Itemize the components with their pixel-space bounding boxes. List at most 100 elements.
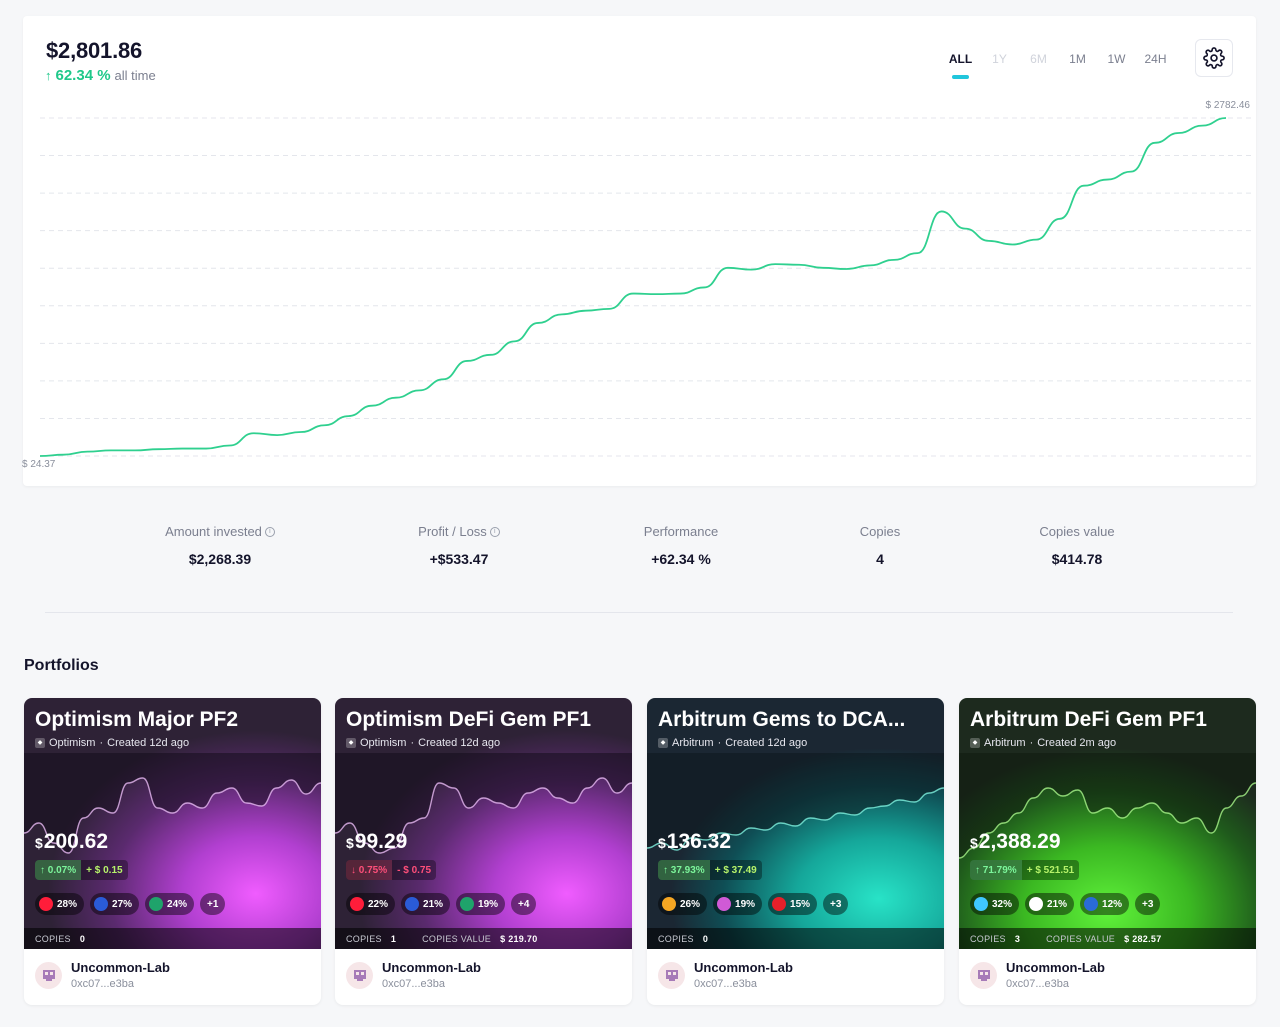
stat-profit-loss: Profit / Loss i +$533.47 [359, 523, 559, 567]
sparkline-area [959, 753, 1256, 858]
range-tab-24h[interactable]: 24H [1144, 52, 1167, 66]
portfolio-card[interactable]: Optimism DeFi Gem PF1 ◆ Optimism · Creat… [335, 698, 632, 1005]
copies-count: 0 [702, 933, 709, 944]
stat-title: Copies value [1039, 524, 1115, 539]
copies-label: COPIES [346, 933, 382, 944]
copies-bar: COPIES 3 COPIES VALUE $ 282.57 [959, 928, 1256, 949]
growth-label: all time [114, 68, 156, 83]
copies-label: COPIES [658, 933, 694, 944]
currency-symbol: $ [35, 835, 43, 851]
token-weight: 19% [735, 898, 756, 910]
range-tab-1m[interactable]: 1M [1069, 52, 1086, 66]
owner-name: Uncommon-Lab [71, 960, 170, 975]
info-icon[interactable]: i [489, 526, 500, 537]
more-tokens[interactable]: +4 [511, 893, 537, 915]
stat-title: Amount invested [165, 524, 262, 539]
chain-name: Arbitrum [984, 737, 1026, 749]
portfolio-owner[interactable]: Uncommon-Lab 0xc07...e3ba [346, 960, 481, 990]
robot-avatar-icon [977, 970, 990, 981]
chain-icon: ◆ [970, 738, 980, 748]
portfolio-card[interactable]: Arbitrum Gems to DCA... ◆ Arbitrum · Cre… [647, 698, 944, 1005]
portfolio-card[interactable]: Optimism Major PF2 ◆ Optimism · Created … [24, 698, 321, 1005]
portfolio-value: $2,388.29 [970, 830, 1061, 854]
token-chip: 12% [1080, 893, 1130, 915]
range-tab-all[interactable]: ALL [941, 49, 980, 79]
token-icon [405, 897, 420, 911]
copies-count: 1 [390, 933, 397, 944]
stat-performance: Performance +62.34 % [581, 523, 781, 567]
more-tokens[interactable]: +3 [823, 893, 849, 915]
token-icon [1029, 897, 1044, 911]
portfolio-sparkline [335, 753, 632, 854]
stat-copies: Copies 4 [780, 523, 980, 567]
token-weight: 12% [1102, 898, 1123, 910]
portfolio-meta: ◆ Optimism · Created 12d ago [346, 737, 500, 749]
avatar [970, 961, 997, 989]
change-percent: ↑ 0.07% [35, 860, 82, 880]
portfolio-owner[interactable]: Uncommon-Lab 0xc07...e3ba [658, 960, 793, 990]
owner-name: Uncommon-Lab [1006, 960, 1105, 975]
sparkline-area [335, 753, 632, 853]
stat-value: $2,268.39 [188, 551, 252, 567]
token-weight: 24% [167, 898, 188, 910]
portfolio-name: Optimism DeFi Gem PF1 [346, 708, 592, 731]
info-icon[interactable]: i [264, 526, 275, 537]
stat-title: Profit / Loss [418, 524, 487, 539]
total-value: $2,801.86 [46, 38, 143, 63]
token-weight: 15% [790, 898, 811, 910]
copies-label: COPIES [35, 933, 71, 944]
token-weight: 28% [57, 898, 78, 910]
stat-copies-value: Copies value $414.78 [977, 523, 1177, 567]
created-date: Created 12d ago [725, 737, 808, 749]
change-badge: ↑ 71.79% + $ 521.51 [970, 860, 1080, 880]
token-chip: 28% [35, 893, 85, 915]
portfolio-meta: ◆ Arbitrum · Created 2m ago [970, 737, 1116, 749]
portfolio-name: Arbitrum DeFi Gem PF1 [970, 708, 1207, 731]
portfolio-sparkline [647, 753, 944, 851]
sparkline-area [24, 753, 321, 853]
created-date: Created 12d ago [107, 737, 190, 749]
sparkline-area [647, 753, 944, 850]
sparkline-line [959, 782, 1256, 859]
currency-symbol: $ [658, 835, 666, 851]
portfolio-owner[interactable]: Uncommon-Lab 0xc07...e3ba [35, 960, 170, 990]
avatar [35, 961, 62, 989]
growth-percent: 62.34 % [55, 67, 111, 84]
token-icon [1084, 897, 1099, 911]
stat-value: +62.34 % [651, 551, 711, 567]
change-amount: + $ 0.15 [81, 860, 128, 880]
portfolio-owner[interactable]: Uncommon-Lab 0xc07...e3ba [970, 960, 1105, 990]
chain-icon: ◆ [346, 738, 356, 748]
copies-label: COPIES [970, 933, 1006, 944]
more-tokens[interactable]: +1 [200, 893, 226, 915]
token-icon [662, 897, 676, 911]
copies-count: 0 [79, 933, 86, 944]
chart-min-label: $ 24.37 [22, 459, 56, 470]
owner-name: Uncommon-Lab [382, 960, 481, 975]
currency-symbol: $ [970, 835, 978, 851]
avatar [658, 961, 685, 989]
portfolio-sparkline [959, 753, 1256, 859]
portfolio-value: $136.32 [658, 830, 731, 854]
portfolio-chart-card: $2,801.86 ↑ 62.34 % all time ALL 1Y 6M 1M 1W… [22, 16, 1256, 486]
chain-name: Arbitrum [672, 737, 714, 749]
token-chip: 21% [1025, 893, 1075, 915]
portfolio-hero: Arbitrum DeFi Gem PF1 ◆ Arbitrum · Creat… [959, 698, 1256, 949]
settings-button[interactable] [1195, 39, 1233, 77]
owner-address: 0xc07...e3ba [694, 978, 757, 990]
portfolio-sparkline [24, 753, 321, 854]
range-tab-1w[interactable]: 1W [1107, 52, 1126, 66]
portfolio-hero: Arbitrum Gems to DCA... ◆ Arbitrum · Cre… [647, 698, 944, 949]
sparkline-line [24, 777, 321, 854]
token-weight: 21% [423, 898, 444, 910]
token-chip: 19% [713, 893, 763, 915]
portfolio-card[interactable]: Arbitrum DeFi Gem PF1 ◆ Arbitrum · Creat… [959, 698, 1256, 1005]
owner-address: 0xc07...e3ba [1006, 978, 1069, 990]
up-arrow-icon: ↑ [45, 68, 52, 83]
copies-bar: COPIES 1 COPIES VALUE $ 219.70 [335, 928, 632, 949]
portfolio-meta: ◆ Arbitrum · Created 12d ago [658, 737, 807, 749]
more-tokens[interactable]: +3 [1135, 893, 1161, 915]
token-icon [350, 897, 364, 911]
token-list: 32% 21% 12% +3 [970, 893, 1161, 915]
change-amount: + $ 521.51 [1021, 860, 1080, 880]
